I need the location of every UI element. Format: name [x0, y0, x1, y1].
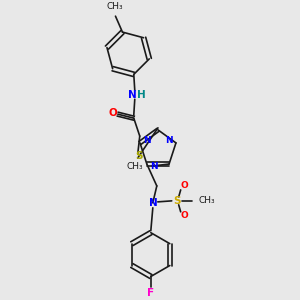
Text: CH₃: CH₃ [127, 161, 143, 170]
Text: S: S [173, 196, 180, 206]
Text: O: O [181, 182, 188, 190]
Text: N: N [128, 90, 137, 100]
Text: N: N [165, 136, 173, 146]
Text: CH₃: CH₃ [106, 2, 123, 11]
Text: F: F [147, 288, 155, 298]
Text: N: N [149, 198, 158, 208]
Text: H: H [137, 90, 146, 100]
Text: O: O [181, 211, 188, 220]
Text: N: N [150, 161, 158, 170]
Text: S: S [135, 151, 142, 161]
Text: N: N [143, 136, 151, 146]
Text: CH₃: CH₃ [199, 196, 215, 206]
Text: O: O [109, 108, 117, 118]
